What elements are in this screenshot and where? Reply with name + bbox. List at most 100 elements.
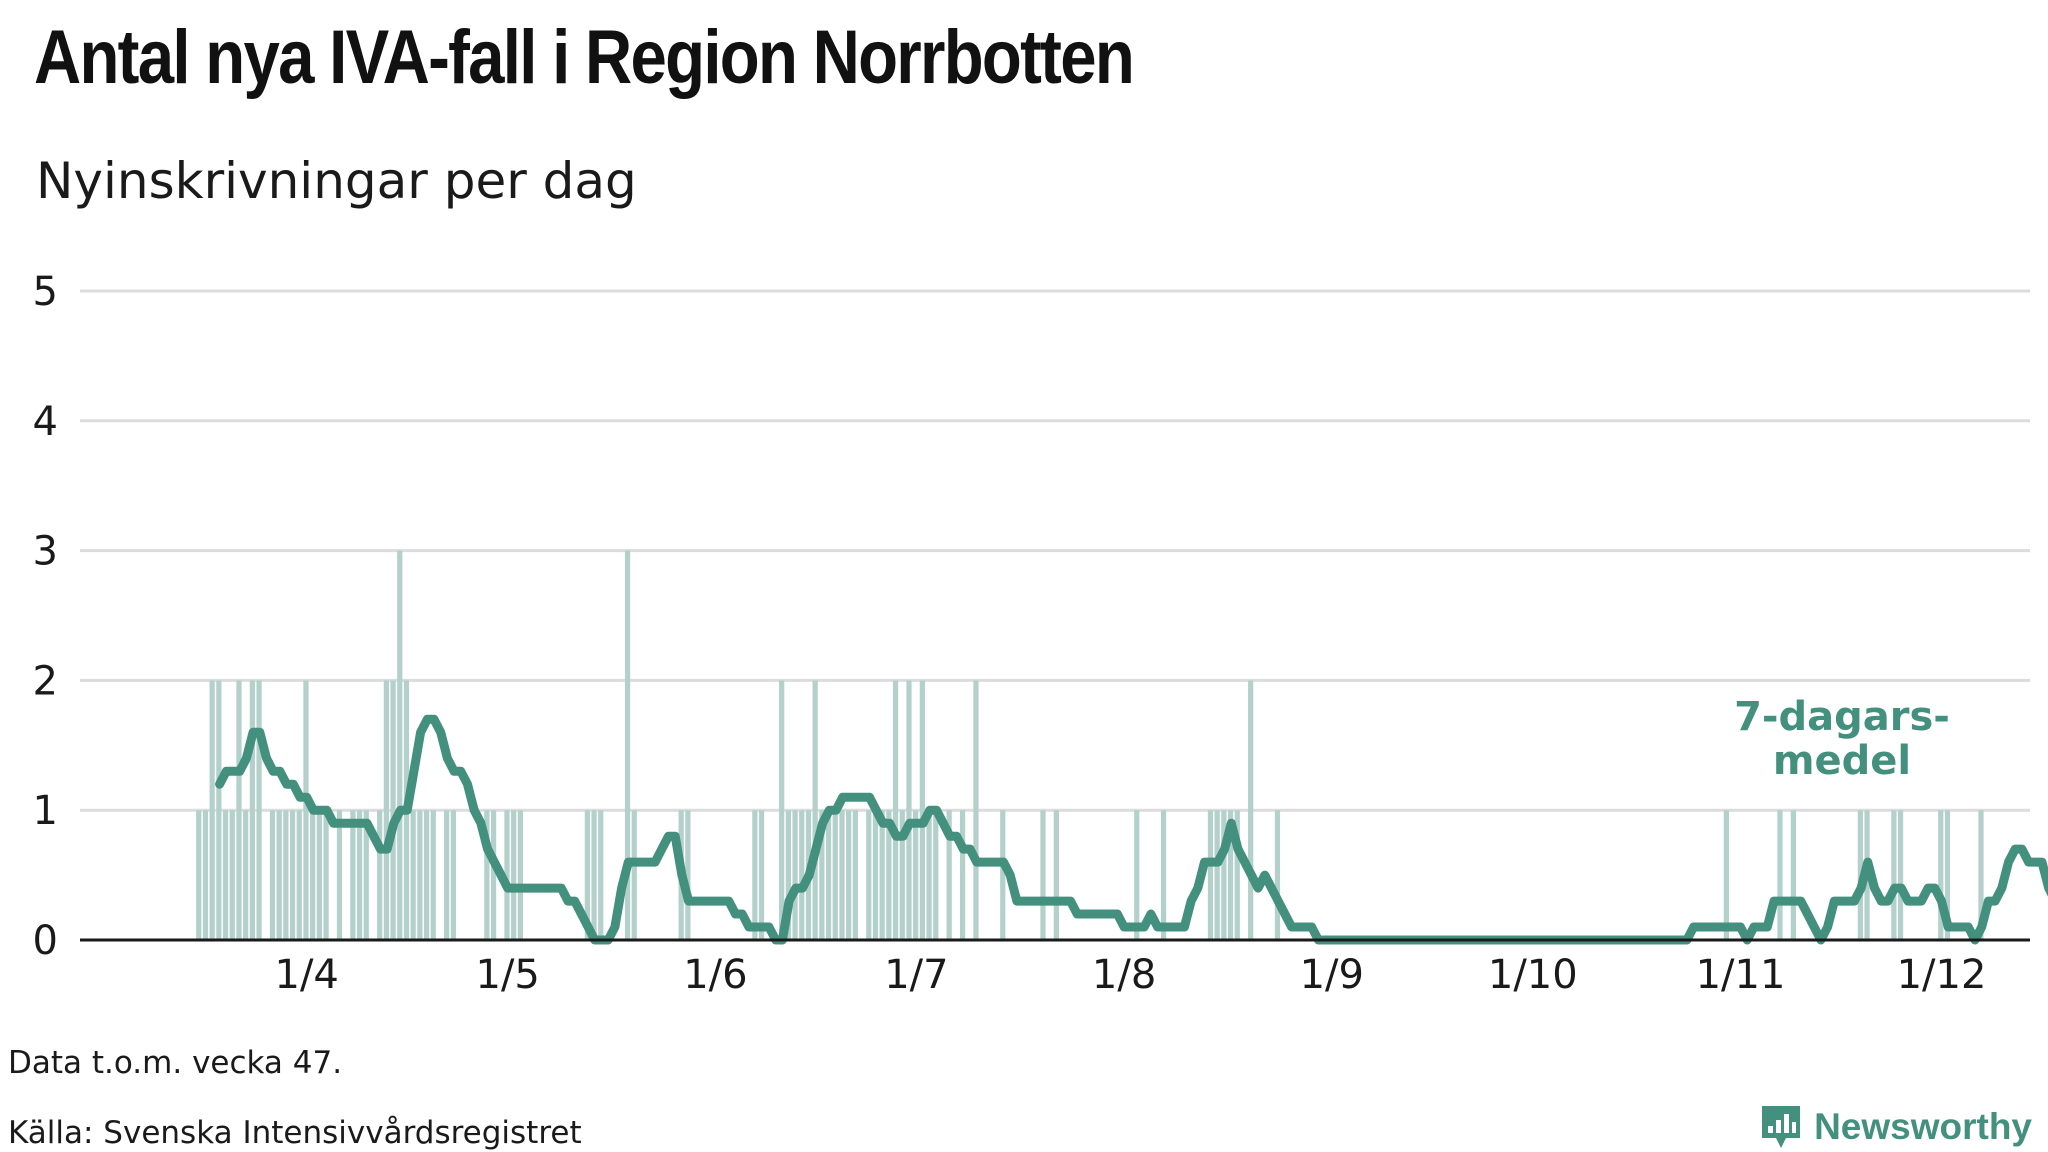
- x-tick-label: 1/5: [476, 952, 540, 998]
- daily-bar: [410, 810, 416, 940]
- daily-bar: [1227, 810, 1234, 940]
- daily-bar: [430, 810, 436, 940]
- daily-bar: [202, 810, 209, 940]
- daily-bar: [591, 810, 597, 940]
- daily-bar: [323, 810, 329, 940]
- daily-bar: [484, 810, 490, 940]
- daily-bars: [196, 550, 1984, 940]
- daily-bar: [624, 550, 631, 940]
- daily-bar: [852, 810, 858, 940]
- chart-title: Antal nya IVA-fall i Region Norrbotten: [34, 15, 1135, 100]
- daily-bar: [504, 810, 510, 940]
- daily-bar: [229, 810, 235, 940]
- y-tick-label: 1: [33, 788, 58, 834]
- x-tick-label: 1/4: [275, 952, 339, 998]
- x-tick-label: 1/10: [1488, 952, 1578, 998]
- daily-bar: [685, 810, 691, 940]
- daily-bar: [417, 810, 423, 940]
- daily-bar: [1938, 810, 1944, 940]
- moving-average-line: [215, 714, 2048, 945]
- x-tick-label: 1/8: [1092, 952, 1156, 998]
- daily-bar: [243, 810, 249, 940]
- daily-bar: [1274, 810, 1281, 940]
- daily-bar: [363, 810, 369, 940]
- data-note: Data t.o.m. vecka 47.: [8, 1045, 343, 1081]
- daily-bar: [377, 810, 383, 940]
- daily-bar: [1790, 810, 1796, 940]
- daily-bar: [906, 680, 912, 940]
- daily-bar: [959, 810, 966, 940]
- x-tick-label: 1/9: [1300, 952, 1364, 998]
- x-axis-ticks: 1/4 1/5 1/6 1/7 1/8 1/9 1/10 1/11 1/12: [275, 952, 1987, 998]
- daily-bar: [1221, 810, 1227, 940]
- daily-bar: [216, 680, 222, 940]
- daily-bar: [785, 810, 791, 940]
- daily-bar: [872, 810, 879, 940]
- daily-bar: [1978, 810, 1984, 940]
- daily-bar: [383, 680, 389, 940]
- daily-bar: [1897, 810, 1904, 940]
- chart-subtitle: Nyinskrivningar per dag: [36, 152, 637, 210]
- daily-bar: [1207, 810, 1214, 940]
- moving-average-series: [215, 714, 2048, 945]
- daily-bar: [276, 810, 282, 940]
- daily-bar: [832, 810, 838, 940]
- daily-bar: [1944, 810, 1951, 940]
- chart: 0 1 2 3 4 5 1/4 1/5 1/6 1/7 1/8 1/9 1/10 1/11 1/12 7-…: [33, 269, 2048, 998]
- daily-bar: [1040, 810, 1046, 940]
- daily-bar: [819, 810, 825, 940]
- daily-bar: [799, 810, 805, 940]
- daily-bar: [1134, 810, 1140, 940]
- x-tick-label: 1/6: [683, 952, 747, 998]
- daily-bar: [316, 810, 322, 940]
- daily-bar: [919, 680, 925, 940]
- daily-bar: [444, 810, 450, 940]
- daily-bar: [511, 810, 517, 940]
- daily-bar: [423, 810, 430, 940]
- daily-bar: [310, 810, 316, 940]
- daily-bar: [1777, 810, 1783, 940]
- daily-bar: [296, 810, 302, 940]
- daily-bar: [1214, 810, 1220, 940]
- daily-bar: [839, 810, 845, 940]
- daily-bar: [899, 810, 905, 940]
- series-label: 7-dagars-medel: [1734, 694, 1950, 784]
- daily-bar: [517, 810, 523, 940]
- x-tick-label: 1/12: [1897, 952, 1987, 998]
- y-tick-label: 3: [33, 529, 58, 575]
- y-tick-label: 5: [33, 269, 58, 315]
- daily-bar: [350, 810, 356, 940]
- daily-bar: [1248, 680, 1254, 940]
- daily-bar: [1723, 810, 1729, 940]
- daily-bar: [390, 680, 396, 940]
- daily-bar: [1000, 810, 1006, 940]
- daily-bar: [846, 810, 852, 940]
- source-note: Källa: Svenska Intensivvårdsregistret: [8, 1115, 582, 1151]
- daily-bar: [450, 810, 456, 940]
- daily-bar: [825, 810, 832, 940]
- daily-bar: [1234, 810, 1240, 940]
- daily-bar: [973, 680, 979, 940]
- daily-bar: [792, 810, 798, 940]
- daily-bar: [598, 810, 604, 940]
- daily-bar: [779, 680, 785, 940]
- daily-bar: [866, 810, 872, 940]
- daily-bar: [926, 810, 932, 940]
- daily-bar: [933, 810, 939, 940]
- daily-bar: [1053, 810, 1059, 940]
- series-label-line: medel: [1773, 738, 1911, 784]
- brand-name: Newsworthy: [1814, 1106, 2032, 1147]
- newsworthy-logo-icon: [1762, 1106, 1801, 1148]
- daily-bar: [812, 680, 818, 940]
- daily-bar: [913, 810, 919, 940]
- daily-bar: [752, 810, 758, 940]
- daily-bar: [946, 810, 952, 940]
- daily-bar: [356, 810, 363, 940]
- daily-bar: [1160, 810, 1167, 940]
- daily-bar: [397, 550, 403, 940]
- daily-bar: [892, 680, 899, 940]
- daily-bar: [249, 680, 255, 940]
- x-tick-label: 1/7: [884, 952, 948, 998]
- x-tick-label: 1/11: [1696, 952, 1786, 998]
- daily-bar: [758, 810, 765, 940]
